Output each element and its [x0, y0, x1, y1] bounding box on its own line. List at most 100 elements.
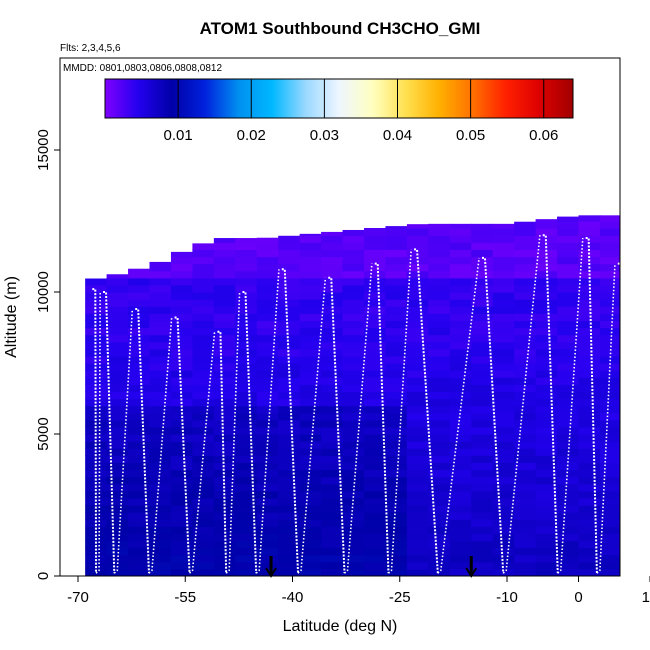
field-cell [278, 292, 301, 300]
field-cell [557, 327, 580, 336]
field-cell [406, 242, 429, 250]
field-cell [170, 348, 193, 357]
colorbar-ticks: 0.01 0.02 0.03 0.04 0.05 0.06 [164, 79, 558, 144]
field-cell [535, 497, 558, 506]
field-cell [321, 320, 344, 329]
field-cell [278, 419, 301, 428]
field-cell [235, 448, 258, 456]
field-cell [192, 469, 215, 478]
field-cell [578, 561, 601, 570]
field-cell [170, 341, 193, 350]
field-cell [170, 533, 193, 542]
field-cell [535, 306, 558, 314]
field-cell [492, 320, 515, 329]
field-cell [235, 256, 258, 265]
field-cell [643, 377, 650, 385]
field-cell [342, 355, 365, 364]
field-cell [192, 462, 215, 471]
field-cell [192, 270, 215, 279]
field-cell [106, 299, 129, 307]
field-cell [321, 540, 344, 549]
field-cell [449, 256, 472, 265]
field-cell [128, 284, 151, 293]
field-cell [557, 277, 580, 286]
descent-leg [242, 291, 258, 574]
field-cell [149, 320, 172, 329]
field-cell [321, 231, 344, 236]
field-cell [235, 391, 258, 400]
field-cell [213, 398, 236, 407]
field-cell [342, 434, 365, 442]
field-cell [364, 277, 387, 286]
field-cell [170, 469, 193, 478]
field-cell [278, 547, 301, 556]
field-cell [385, 299, 408, 307]
field-cell [278, 540, 301, 549]
field-cell [621, 285, 643, 293]
field-cell [192, 419, 215, 428]
field-cell [364, 448, 387, 456]
field-cell [192, 512, 215, 520]
field-cell [406, 313, 429, 321]
field-cell [278, 497, 301, 506]
field-cell [643, 278, 650, 286]
field-cell [621, 299, 643, 307]
field-cell [128, 512, 151, 520]
field-cell [321, 405, 344, 414]
field-cell [128, 505, 151, 513]
field-cell [599, 306, 620, 314]
field-cell [385, 512, 408, 520]
field-cell [192, 476, 215, 485]
field-cell [364, 497, 387, 506]
field-cell [449, 370, 472, 378]
field-cell [278, 554, 301, 563]
field-cell [492, 512, 515, 520]
field-cell [342, 505, 365, 513]
field-cell [449, 533, 472, 542]
field-cell [643, 484, 650, 492]
field-cell [385, 348, 408, 357]
field-cell [535, 219, 558, 222]
field-cell [557, 270, 580, 279]
field-cell [170, 263, 193, 272]
field-cell [599, 221, 620, 229]
field-cell [256, 270, 279, 279]
field-cell [85, 348, 108, 357]
field-cell [599, 405, 620, 414]
field-cell [106, 284, 129, 293]
field-cell [643, 555, 650, 563]
field-cell [557, 313, 580, 321]
field-cell [406, 224, 429, 229]
field-cell [406, 476, 429, 485]
field-cell [578, 483, 601, 492]
field-cell [256, 242, 279, 250]
field-cell [643, 533, 650, 541]
field-cell [213, 384, 236, 392]
field-cell [299, 334, 322, 343]
field-cell [170, 547, 193, 556]
field-cell [557, 547, 580, 556]
field-cell [192, 547, 215, 556]
field-cell [213, 334, 236, 343]
field-cell [170, 568, 193, 576]
field-cell [256, 540, 279, 549]
field-cell [278, 469, 301, 478]
field-cell [621, 384, 643, 392]
field-cell [106, 455, 129, 463]
field-cell [213, 277, 236, 286]
field-cell [321, 412, 344, 421]
field-cell [385, 526, 408, 534]
field-cell [106, 363, 129, 371]
field-cell [578, 391, 601, 400]
field-cell [557, 235, 580, 243]
field-cell [321, 235, 344, 243]
field-cell [235, 370, 258, 378]
field-cell [514, 497, 537, 506]
field-cell [449, 561, 472, 570]
field-cell [149, 533, 172, 542]
field-cell [364, 554, 387, 563]
field-cell [643, 420, 650, 428]
field-cell [170, 483, 193, 492]
field-cell [106, 512, 129, 520]
field-cell [599, 398, 620, 407]
